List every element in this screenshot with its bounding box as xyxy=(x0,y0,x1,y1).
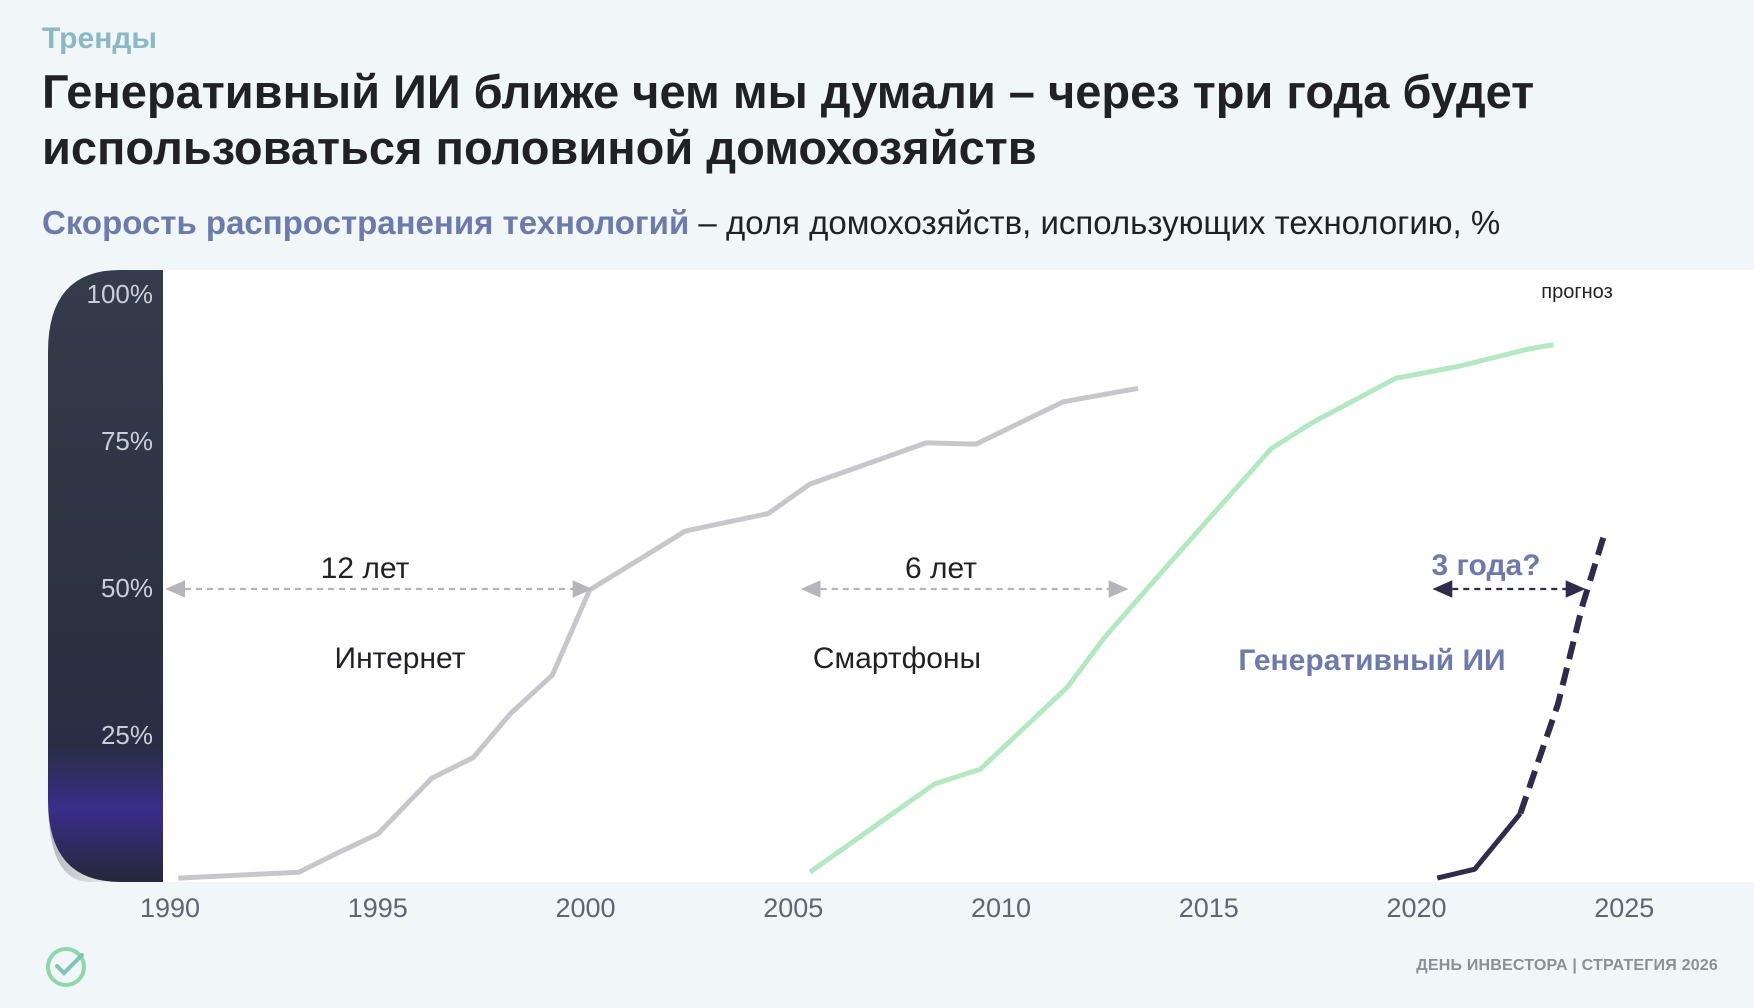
span-label: 6 лет xyxy=(905,552,977,585)
span-label: 3 года? xyxy=(1431,549,1540,582)
sber-logo-icon xyxy=(46,947,86,987)
x-tick-label: 2010 xyxy=(971,893,1031,923)
span-label: 12 лет xyxy=(321,552,410,585)
y-tick-label: 75% xyxy=(101,426,153,456)
series-label: Смартфоны xyxy=(813,642,981,675)
series-line xyxy=(1436,811,1523,881)
x-tick-label: 2000 xyxy=(555,893,615,923)
x-tick-label: 1995 xyxy=(348,893,408,923)
forecast-label: прогноз xyxy=(1541,281,1612,303)
section-eyebrow: Тренды xyxy=(42,22,157,55)
page-title: Генеративный ИИ ближе чем мы думали – че… xyxy=(42,65,1535,174)
subtitle-rest: – доля домохозяйств, использующих технол… xyxy=(689,204,1501,241)
x-tick-label: 2005 xyxy=(763,893,823,923)
footer-text: ДЕНЬ ИНВЕСТОРА | СТРАТЕГИЯ 2026 xyxy=(1416,957,1718,974)
y-tick-label: 50% xyxy=(101,573,153,603)
y-tick-label: 100% xyxy=(87,279,154,309)
series-label: Генеративный ИИ xyxy=(1238,644,1505,677)
x-tick-label: 1990 xyxy=(140,893,200,923)
series-line xyxy=(1517,536,1607,815)
y-tick-label: 25% xyxy=(101,720,153,750)
series-line xyxy=(178,385,1139,881)
series-label: Интернет xyxy=(335,642,466,675)
x-tick-label: 2020 xyxy=(1386,893,1446,923)
series-line xyxy=(808,342,1555,875)
y-axis-panel xyxy=(48,270,163,882)
subtitle-accent: Скорость распространения технологий xyxy=(42,204,690,241)
x-tick-label: 2025 xyxy=(1594,893,1654,923)
x-tick-label: 2015 xyxy=(1179,893,1239,923)
chart-subtitle: Скорость распространения технологий – до… xyxy=(42,204,1500,242)
